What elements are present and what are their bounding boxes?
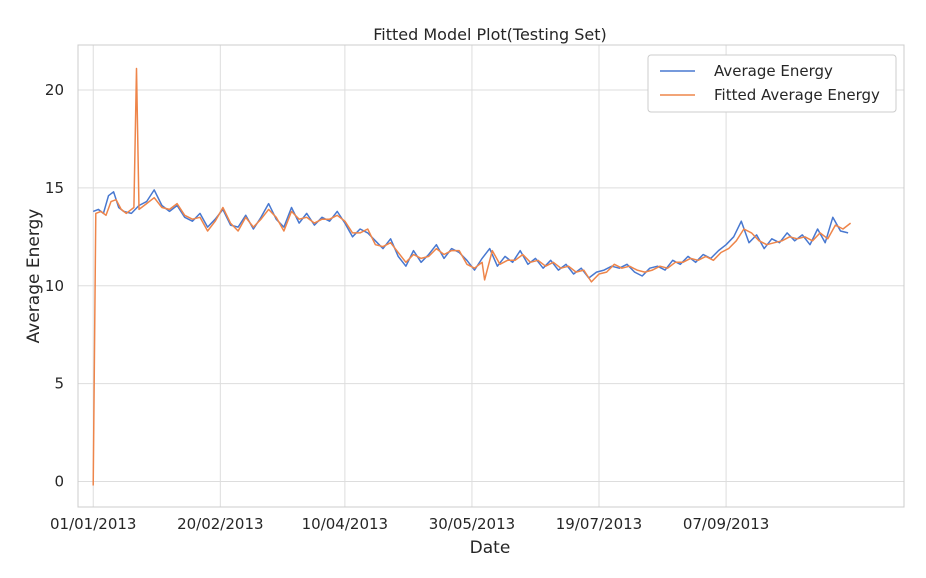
x-tick-label: 10/04/2013 <box>302 515 388 533</box>
legend-label-fitted-average-energy: Fitted Average Energy <box>714 86 880 104</box>
y-tick-label: 20 <box>45 81 64 99</box>
y-tick-label: 5 <box>54 375 64 393</box>
legend-box <box>647 54 897 113</box>
x-tick-label: 07/09/2013 <box>683 515 769 533</box>
plot-frame <box>77 44 905 508</box>
x-tick-label: 20/02/2013 <box>177 515 263 533</box>
series-average-energy-line <box>92 189 849 279</box>
y-axis-label: Average Energy <box>24 209 44 344</box>
x-axis-label: Date <box>470 538 511 558</box>
chart-title: Fitted Model Plot(Testing Set) <box>373 25 607 44</box>
legend-label-average-energy: Average Energy <box>714 62 833 80</box>
y-tick-label: 0 <box>54 473 64 491</box>
y-tick-label: 15 <box>45 179 64 197</box>
grid <box>78 45 904 507</box>
x-tick-label: 30/05/2013 <box>429 515 515 533</box>
x-tick-label: 19/07/2013 <box>556 515 642 533</box>
legend: Average Energy Fitted Average Energy <box>647 54 897 113</box>
tick-labels: 0 5 10 15 20 01/01/2013 20/02/2013 10/04/2013 30… <box>45 81 769 533</box>
y-tick-label: 10 <box>45 277 64 295</box>
series-layer <box>92 67 852 486</box>
series-fitted-average-energy-line <box>92 67 852 486</box>
x-tick-label: 01/01/2013 <box>50 515 136 533</box>
